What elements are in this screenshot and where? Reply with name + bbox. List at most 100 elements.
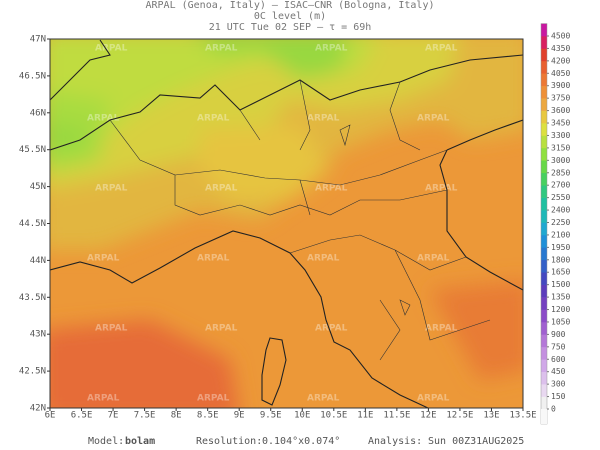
watermark: ARPAL bbox=[87, 114, 120, 124]
colorbar-swatch bbox=[541, 135, 547, 149]
colorbar-swatch bbox=[541, 272, 547, 285]
watermark: ARPAL bbox=[95, 184, 128, 194]
colorbar-swatch bbox=[541, 222, 547, 236]
colorbar-swatch bbox=[541, 309, 547, 323]
colorbar-label: 300 bbox=[551, 380, 566, 389]
watermark: ARPAL bbox=[205, 184, 238, 194]
watermark: ARPAL bbox=[417, 394, 450, 404]
colorbar-swatch bbox=[541, 210, 547, 223]
colorbar-label: 3600 bbox=[551, 106, 570, 115]
colorbar-label: 2550 bbox=[551, 193, 570, 202]
watermark: ARPAL bbox=[315, 324, 348, 334]
colorbar-swatch bbox=[541, 73, 547, 87]
colorbar-swatch bbox=[541, 36, 547, 49]
lat-label: 47N bbox=[30, 35, 46, 45]
watermark: ARPAL bbox=[95, 324, 128, 334]
analysis: Sun 00Z31AUG2025 bbox=[428, 436, 524, 447]
colorbar-swatch bbox=[541, 197, 547, 211]
colorbar-label: 4500 bbox=[551, 32, 570, 41]
lat-label: 43N bbox=[30, 330, 46, 340]
colorbar-swatch bbox=[541, 110, 547, 124]
colorbar-label: 750 bbox=[551, 342, 566, 351]
watermark: ARPAL bbox=[205, 44, 238, 54]
watermark: ARPAL bbox=[197, 394, 230, 404]
resolution: 0.104°x0.074° bbox=[262, 436, 340, 447]
lon-label: 10E bbox=[294, 411, 310, 421]
watermark: ARPAL bbox=[307, 254, 340, 264]
colorbar-below bbox=[541, 409, 547, 424]
colorbar-label: 150 bbox=[551, 392, 566, 401]
watermark: ARPAL bbox=[87, 394, 120, 404]
colorbar-swatch bbox=[541, 85, 547, 99]
lon-label: 11.5E bbox=[383, 411, 410, 421]
colorbar-label: 1800 bbox=[551, 255, 570, 264]
lat-label: 44.5N bbox=[19, 219, 46, 229]
colorbar-label: 450 bbox=[551, 367, 566, 376]
colorbar-label: 900 bbox=[551, 330, 566, 339]
colorbar-swatch bbox=[541, 321, 547, 335]
model: bolam bbox=[125, 436, 155, 447]
colorbar-label: 1350 bbox=[551, 293, 570, 302]
lat-label: 44N bbox=[30, 256, 46, 266]
colorbar-swatch bbox=[541, 247, 547, 261]
watermark: ARPAL bbox=[425, 324, 458, 334]
colorbar-label: 2700 bbox=[551, 181, 570, 190]
lat-label: 46N bbox=[30, 108, 46, 118]
watermark: ARPAL bbox=[197, 114, 230, 124]
lat-label: 42N bbox=[30, 404, 46, 414]
lon-label: 8E bbox=[171, 411, 182, 421]
watermark: ARPAL bbox=[417, 114, 450, 124]
colorbar-swatch bbox=[541, 23, 547, 37]
colorbar-swatch bbox=[541, 284, 547, 298]
lon-label: 7E bbox=[108, 411, 119, 421]
header-line2: 0C level (m) bbox=[254, 11, 326, 22]
colorbar-label: 2100 bbox=[551, 230, 570, 239]
colorbar-swatch bbox=[541, 48, 547, 62]
colorbar-swatch bbox=[541, 359, 547, 372]
colorbar-label: 1200 bbox=[551, 305, 570, 314]
colorbar-swatch bbox=[541, 160, 547, 174]
lon-label: 9.5E bbox=[260, 411, 282, 421]
colorbar-label: 3450 bbox=[551, 119, 570, 128]
colorbar-label: 2400 bbox=[551, 206, 570, 215]
lon-label: 6.5E bbox=[71, 411, 93, 421]
watermark: ARPAL bbox=[307, 114, 340, 124]
lat-label: 43.5N bbox=[19, 293, 46, 303]
watermark: ARPAL bbox=[205, 324, 238, 334]
colorbar-label: 1500 bbox=[551, 280, 570, 289]
lat-label: 42.5N bbox=[19, 367, 46, 377]
lon-label: 11E bbox=[357, 411, 373, 421]
resolution-label: Resolution: bbox=[196, 436, 262, 447]
colorbar-swatch bbox=[541, 334, 547, 348]
colorbar-label: 3300 bbox=[551, 131, 570, 140]
lon-label: 8.5E bbox=[197, 411, 219, 421]
colorbar-swatch bbox=[541, 371, 547, 385]
colorbar-label: 2250 bbox=[551, 218, 570, 227]
watermark: ARPAL bbox=[197, 254, 230, 264]
colorbar-swatch bbox=[541, 60, 547, 74]
colorbar-swatch bbox=[541, 297, 547, 310]
colorbar-swatch bbox=[541, 384, 547, 397]
watermark: ARPAL bbox=[95, 44, 128, 54]
lon-label: 12.5E bbox=[446, 411, 473, 421]
lon-label: 10.5E bbox=[320, 411, 347, 421]
colorbar-label: 1050 bbox=[551, 317, 570, 326]
watermark: ARPAL bbox=[307, 394, 340, 404]
colorbar-swatch bbox=[541, 396, 547, 410]
colorbar-swatch bbox=[541, 234, 547, 248]
colorbar-label: 3000 bbox=[551, 156, 570, 165]
colorbar-label: 0 bbox=[551, 405, 556, 414]
lon-label: 7.5E bbox=[134, 411, 156, 421]
colorbar-swatch bbox=[541, 346, 547, 360]
lon-label: 9E bbox=[234, 411, 245, 421]
colorbar-label: 2850 bbox=[551, 168, 570, 177]
colorbar-label: 4350 bbox=[551, 44, 570, 53]
watermark: ARPAL bbox=[425, 184, 458, 194]
watermark: ARPAL bbox=[425, 44, 458, 54]
watermark: ARPAL bbox=[87, 254, 120, 264]
model-label: Model: bbox=[88, 436, 124, 447]
watermark: ARPAL bbox=[315, 184, 348, 194]
lat-label: 46.5N bbox=[19, 71, 46, 81]
colorbar-swatch bbox=[541, 259, 547, 273]
